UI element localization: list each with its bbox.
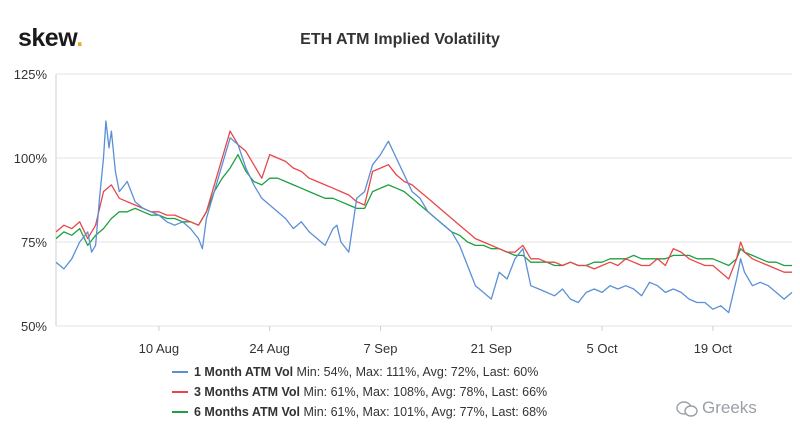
wechat-icon bbox=[676, 400, 698, 417]
legend-item-1m[interactable]: 1 Month ATM Vol Min: 54%, Max: 111%, Avg… bbox=[172, 362, 612, 382]
watermark: Greeks bbox=[676, 398, 757, 418]
logo-dot: . bbox=[76, 24, 83, 52]
legend-item-3m[interactable]: 3 Months ATM Vol Min: 61%, Max: 108%, Av… bbox=[172, 382, 612, 402]
legend-stats: Min: 61%, Max: 108%, Avg: 78%, Last: 66% bbox=[303, 385, 548, 399]
x-axis: 10 Aug 24 Aug 7 Sep 21 Sep 5 Oct 19 Oct bbox=[139, 326, 733, 356]
legend-label: 6 Months ATM Vol bbox=[194, 405, 301, 419]
watermark-text: Greeks bbox=[702, 398, 757, 417]
legend-label: 1 Month ATM Vol bbox=[194, 365, 294, 379]
x-tick-label: 10 Aug bbox=[139, 341, 180, 356]
legend-stats: Min: 61%, Max: 101%, Avg: 77%, Last: 68% bbox=[303, 405, 548, 419]
series-line-3-months-atm-vol bbox=[55, 130, 792, 280]
y-tick-label: 50% bbox=[21, 319, 47, 334]
legend-swatch bbox=[172, 390, 188, 393]
series-lines bbox=[55, 120, 793, 314]
legend-swatch bbox=[172, 370, 188, 373]
series-line-1-month-atm-vol bbox=[55, 120, 793, 314]
y-tick-label: 125% bbox=[14, 67, 48, 82]
skew-logo: skew. bbox=[18, 24, 83, 53]
y-axis: 50% 75% 100% 125% bbox=[14, 67, 48, 334]
logo-text: skew bbox=[18, 24, 77, 52]
x-tick-label: 7 Sep bbox=[363, 341, 397, 356]
x-tick-label: 19 Oct bbox=[694, 341, 733, 356]
legend: 1 Month ATM Vol Min: 54%, Max: 111%, Avg… bbox=[172, 362, 612, 422]
gridlines bbox=[55, 73, 792, 327]
x-tick-label: 24 Aug bbox=[249, 341, 290, 356]
series-line-6-months-atm-vol bbox=[55, 153, 792, 267]
chart-title: ETH ATM Implied Volatility bbox=[300, 31, 500, 48]
legend-stats: Min: 54%, Max: 111%, Avg: 72%, Last: 60% bbox=[296, 365, 539, 379]
x-tick-label: 5 Oct bbox=[587, 341, 618, 356]
y-tick-label: 100% bbox=[14, 151, 48, 166]
x-tick-label: 21 Sep bbox=[471, 341, 512, 356]
legend-swatch bbox=[172, 410, 188, 413]
legend-item-6m[interactable]: 6 Months ATM Vol Min: 61%, Max: 101%, Av… bbox=[172, 402, 612, 422]
legend-label: 3 Months ATM Vol bbox=[194, 385, 301, 399]
y-tick-label: 75% bbox=[21, 235, 47, 250]
